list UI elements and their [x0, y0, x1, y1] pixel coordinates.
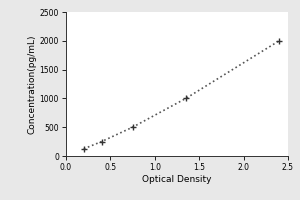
Y-axis label: Concentration(pg/mL): Concentration(pg/mL)	[28, 34, 37, 134]
X-axis label: Optical Density: Optical Density	[142, 175, 212, 184]
